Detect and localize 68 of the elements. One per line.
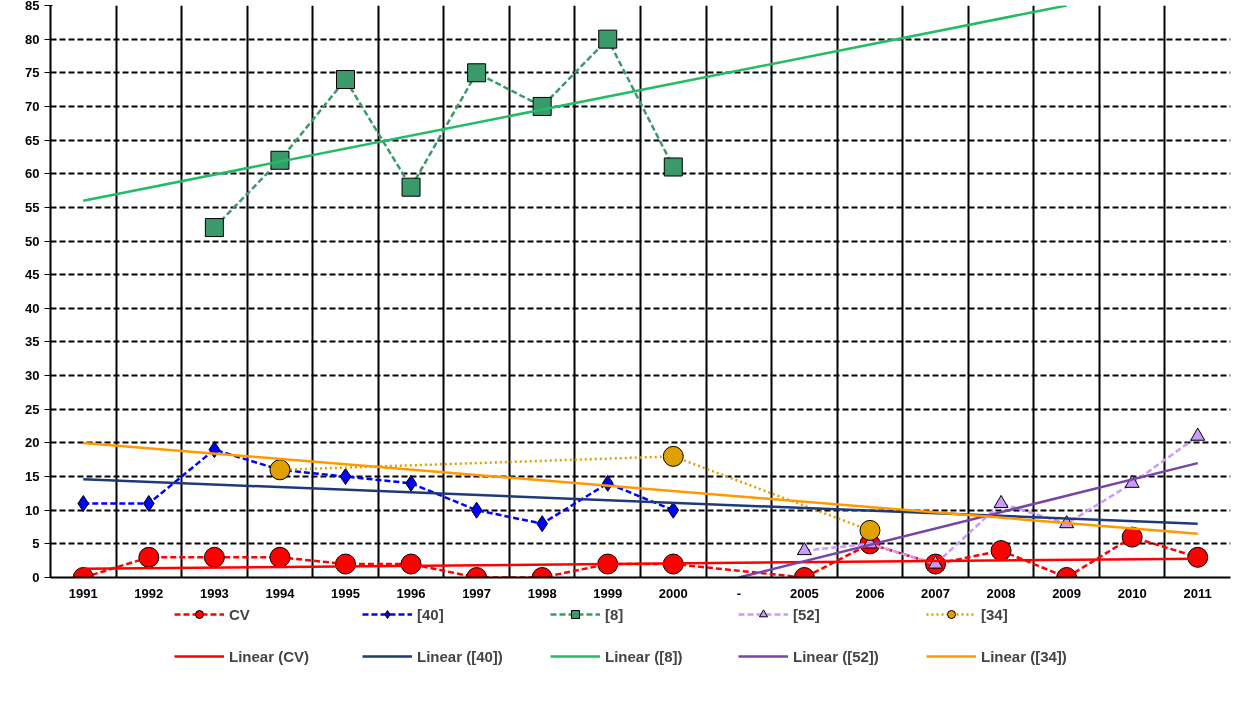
legend-label: [40] xyxy=(417,605,445,623)
x-tick-label: 2005 xyxy=(789,585,819,601)
point xyxy=(796,542,812,556)
x-tick-label: 2010 xyxy=(1117,585,1147,601)
y-tick-label: 60 xyxy=(25,166,40,182)
point xyxy=(859,519,881,541)
y-tick-label: 45 xyxy=(25,267,40,283)
x-tick-label: 2007 xyxy=(921,585,950,601)
point xyxy=(597,553,619,575)
x-tick-label: 1999 xyxy=(593,585,623,601)
point xyxy=(269,546,291,568)
y-tick-label: 40 xyxy=(25,300,40,316)
x-tick-label: 1993 xyxy=(199,585,229,601)
point xyxy=(990,540,1012,562)
legend-label: Linear ([8]) xyxy=(605,647,684,665)
legend-label: Linear (CV) xyxy=(229,647,310,665)
point xyxy=(269,459,291,481)
x-tick-label: 2011 xyxy=(1183,585,1212,601)
y-tick-label: 20 xyxy=(25,435,40,451)
y-tick-label: 75 xyxy=(25,65,40,81)
x-tick-label: 1997 xyxy=(462,585,492,601)
y-tick-label: 65 xyxy=(25,132,40,148)
point xyxy=(1121,526,1143,548)
legend-label: [52] xyxy=(793,605,821,623)
x-tick-label: - xyxy=(736,585,742,601)
legend-label: [34] xyxy=(981,605,1009,623)
point xyxy=(1187,546,1209,568)
y-tick-label: 10 xyxy=(25,502,40,518)
x-tick-label: 1995 xyxy=(331,585,360,601)
point xyxy=(663,157,683,177)
x-tick-label: 1991 xyxy=(68,585,98,601)
legend-label: Linear ([40]) xyxy=(417,647,504,665)
point xyxy=(598,29,618,49)
point xyxy=(138,546,160,568)
y-tick-label: 30 xyxy=(25,368,40,384)
y-tick-label: 35 xyxy=(25,334,40,350)
point xyxy=(401,177,421,197)
point xyxy=(336,70,355,90)
x-tick-label: 2008 xyxy=(986,585,1016,601)
y-tick-label: 85 xyxy=(25,0,40,13)
point xyxy=(993,494,1009,509)
point xyxy=(204,218,224,238)
y-tick-label: 0 xyxy=(32,570,40,585)
x-tick-label: 2009 xyxy=(1052,585,1082,601)
point xyxy=(662,445,684,467)
y-tick-label: 5 xyxy=(32,536,40,552)
y-tick-label: 15 xyxy=(25,469,40,485)
y-tick-label: 25 xyxy=(25,401,40,417)
y-tick-label: 55 xyxy=(25,199,40,215)
x-tick-label: 1994 xyxy=(265,585,296,601)
x-tick-label: 1992 xyxy=(134,585,164,601)
legend-label: Linear ([52]) xyxy=(793,647,880,665)
x-tick-label: 2000 xyxy=(658,585,688,601)
point xyxy=(77,494,90,512)
point xyxy=(339,468,352,486)
x-tick-label: 1996 xyxy=(396,585,426,601)
point xyxy=(467,63,487,83)
y-tick-label: 80 xyxy=(25,31,40,47)
point xyxy=(203,546,225,568)
y-tick-label: 70 xyxy=(25,98,40,114)
y-tick-label: 50 xyxy=(25,233,40,249)
point xyxy=(470,501,483,519)
x-tick-label: 2006 xyxy=(855,585,885,601)
point xyxy=(1190,427,1206,441)
legend-label: [8] xyxy=(605,605,625,623)
legend-label: Linear ([34]) xyxy=(981,647,1068,665)
legend-label: CV xyxy=(229,605,251,623)
x-tick-label: 1998 xyxy=(527,585,557,601)
